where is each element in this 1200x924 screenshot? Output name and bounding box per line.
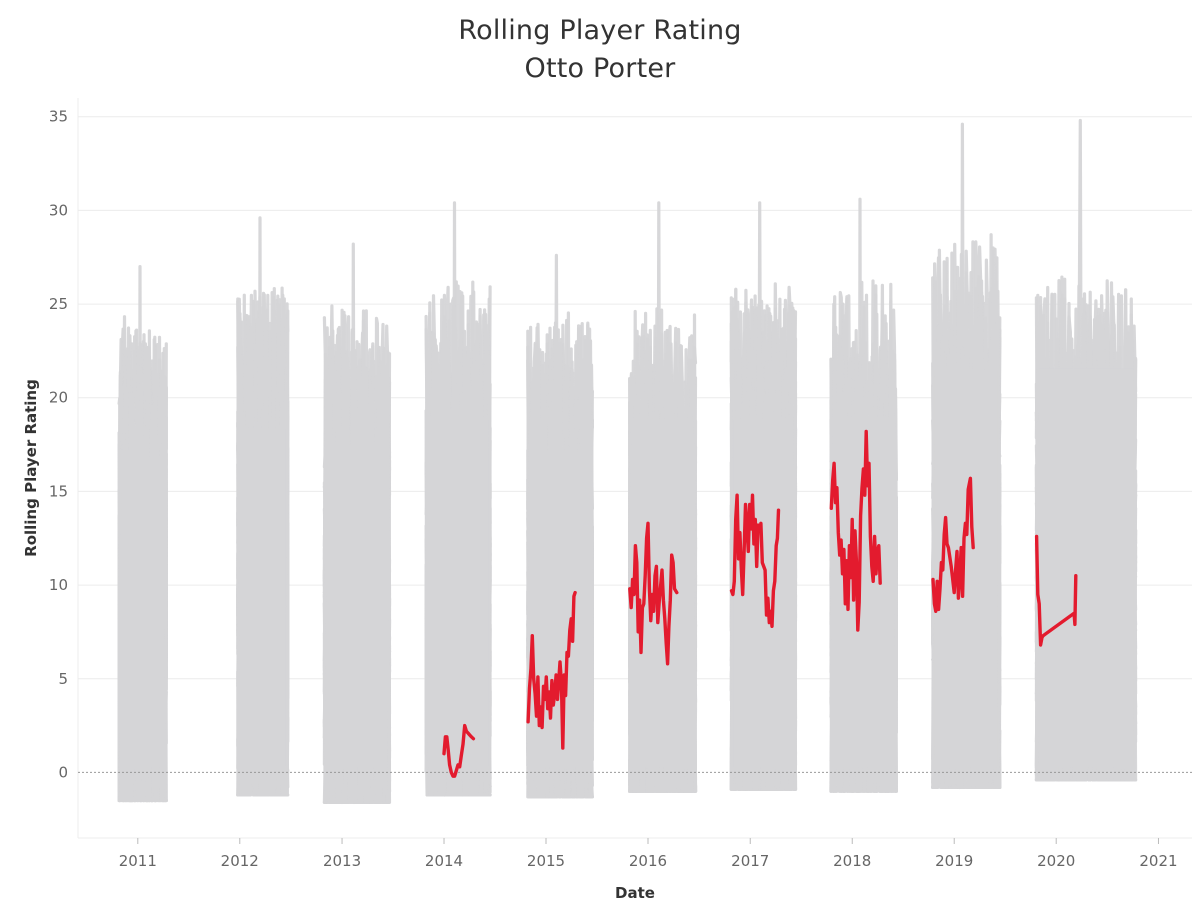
season-band bbox=[236, 216, 290, 797]
season-band-core bbox=[428, 419, 489, 767]
background-trace bbox=[526, 318, 595, 658]
y-axis-title: Rolling Player Rating bbox=[22, 379, 40, 557]
season-band bbox=[424, 201, 492, 797]
player-series-line bbox=[931, 476, 975, 613]
season-band bbox=[322, 242, 392, 805]
y-tick-label: 25 bbox=[49, 295, 68, 313]
player-series-line bbox=[442, 723, 476, 778]
season-band bbox=[117, 265, 168, 803]
x-tick-label: 2018 bbox=[833, 852, 871, 870]
y-tick-label: 15 bbox=[49, 482, 68, 500]
chart-title: Rolling Player Rating bbox=[458, 15, 742, 46]
y-tick-label: 30 bbox=[49, 201, 68, 219]
y-tick-label: 0 bbox=[58, 763, 68, 781]
player-series-line bbox=[829, 429, 882, 632]
background-trace bbox=[526, 577, 595, 799]
season-band-core bbox=[1038, 368, 1134, 767]
x-tick-label: 2014 bbox=[425, 852, 463, 870]
x-tick-label: 2013 bbox=[323, 852, 361, 870]
season-band bbox=[1034, 118, 1138, 782]
season-band bbox=[829, 197, 899, 793]
highlighted-series bbox=[442, 429, 1078, 778]
player-series-line bbox=[526, 590, 577, 750]
player-series-line bbox=[628, 521, 679, 666]
y-tick-label: 5 bbox=[58, 670, 68, 688]
player-series-line bbox=[1034, 534, 1078, 647]
chart-title-block: Rolling Player Rating Otto Porter bbox=[0, 12, 1200, 88]
season-band-core bbox=[239, 428, 286, 767]
x-tick-label: 2021 bbox=[1139, 852, 1177, 870]
y-tick-label: 20 bbox=[49, 389, 68, 407]
season-band-core bbox=[934, 370, 998, 767]
chart-subtitle: Otto Porter bbox=[524, 53, 676, 84]
x-tick-label: 2012 bbox=[221, 852, 259, 870]
x-tick-label: 2016 bbox=[629, 852, 667, 870]
x-tick-label: 2020 bbox=[1037, 852, 1075, 870]
y-tick-label: 35 bbox=[49, 108, 68, 126]
season-band bbox=[931, 122, 1002, 790]
x-axis-title: Date bbox=[615, 884, 655, 902]
season-band bbox=[729, 201, 798, 791]
y-tick-label: 10 bbox=[49, 576, 68, 594]
x-tick-label: 2017 bbox=[731, 852, 769, 870]
player-series-line bbox=[729, 493, 781, 628]
season-band-core bbox=[326, 444, 388, 767]
x-tick-label: 2011 bbox=[119, 852, 157, 870]
x-tick-label: 2015 bbox=[527, 852, 565, 870]
league-background-series bbox=[117, 118, 1138, 805]
x-tick-label: 2019 bbox=[935, 852, 973, 870]
axes: 0 5 10 15 20 25 30 35 2011 2012 2013 2014 2015 2016 20… bbox=[49, 108, 1178, 870]
season-band bbox=[627, 201, 698, 793]
season-band-core bbox=[121, 458, 165, 767]
